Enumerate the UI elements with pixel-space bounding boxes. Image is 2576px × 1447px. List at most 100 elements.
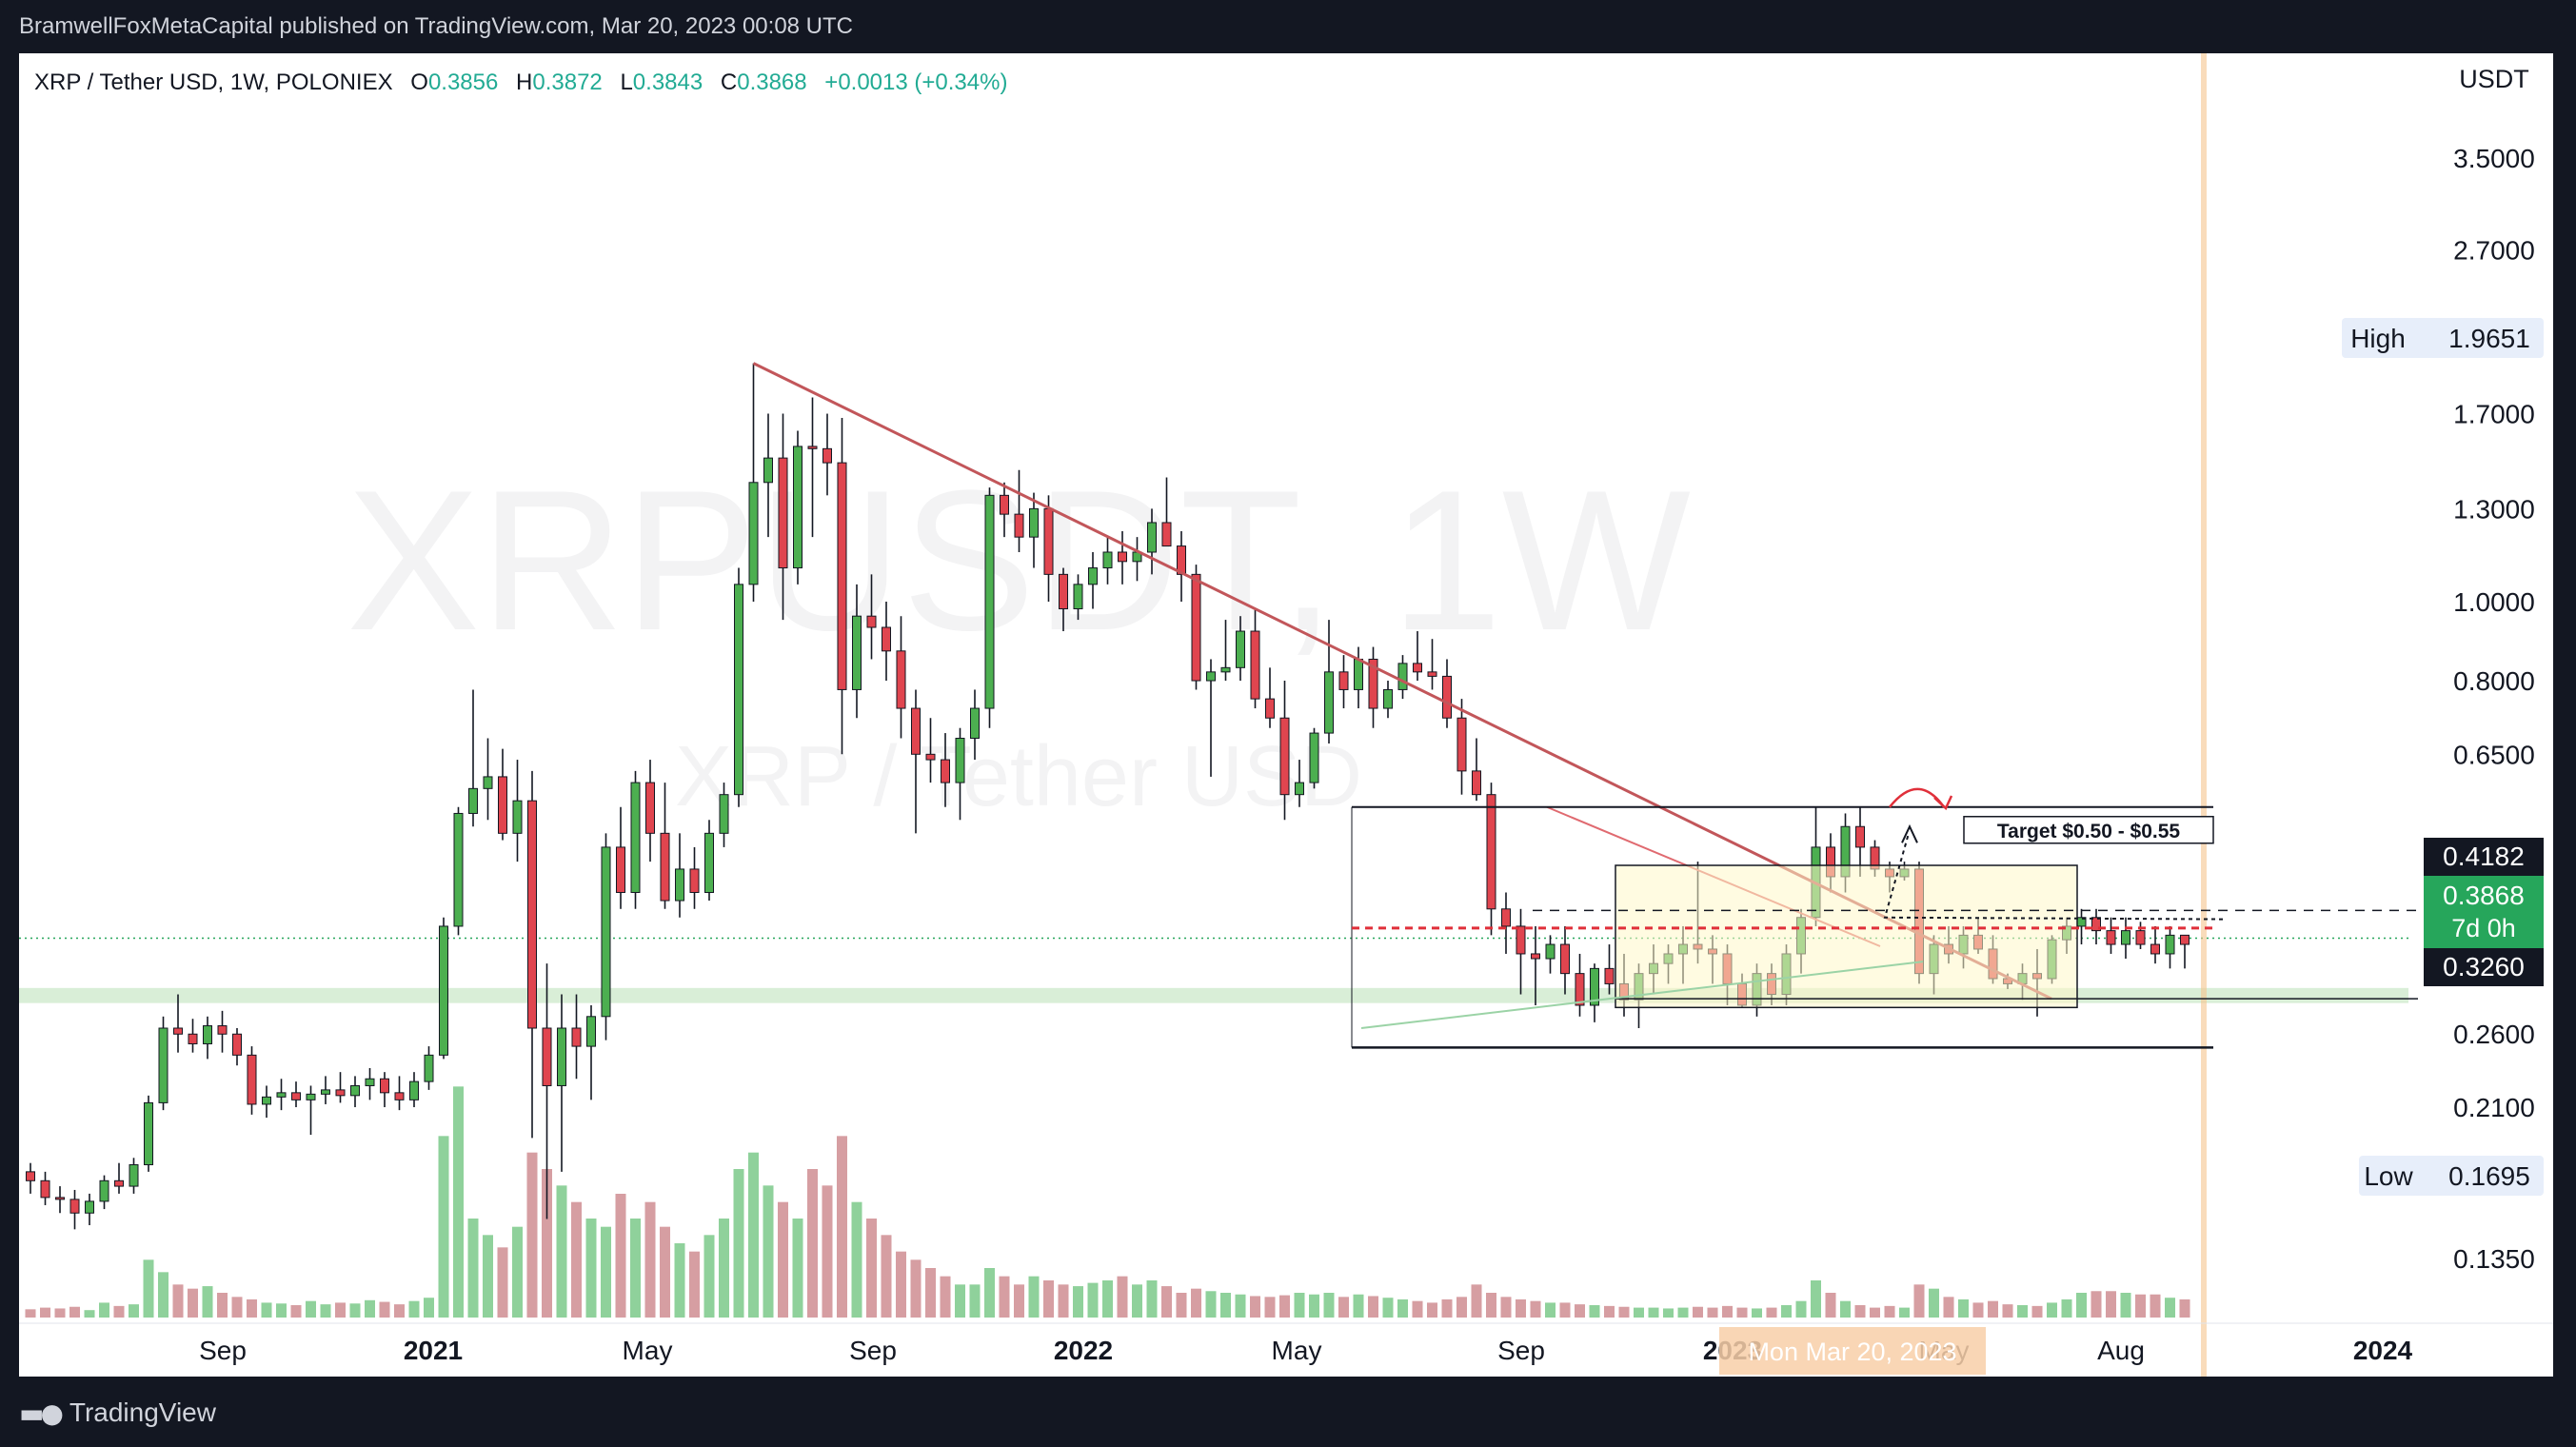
- candle: [99, 1175, 109, 1210]
- legend-symbol: XRP / Tether USD, 1W, POLONIEX: [34, 69, 393, 95]
- candle-body: [26, 1171, 35, 1181]
- price-tick-label: 0.1350: [2453, 1244, 2535, 1274]
- bar-countdown: 7d 0h: [2451, 914, 2516, 942]
- candle-body: [1102, 551, 1113, 569]
- volume-bar: [630, 1219, 641, 1318]
- candles: [26, 363, 2190, 1230]
- volume-bar: [69, 1306, 80, 1318]
- candle-body: [306, 1093, 316, 1100]
- volume-bar: [2150, 1294, 2161, 1318]
- candle-body: [1147, 522, 1157, 553]
- price-chart[interactable]: XRPUSDT, 1W XRP / Tether USD Target $0.5…: [19, 53, 2553, 1377]
- candle: [424, 1046, 434, 1090]
- volume-bar: [335, 1302, 346, 1318]
- volume-bar: [526, 1152, 538, 1318]
- volume-bar: [1766, 1307, 1777, 1318]
- candle: [925, 718, 936, 783]
- time-tick-label: Sep: [1497, 1336, 1545, 1365]
- price-tick-label: 2.7000: [2453, 235, 2535, 265]
- candle: [542, 963, 552, 1219]
- candle-body: [468, 787, 478, 814]
- volume-bar: [1736, 1307, 1748, 1318]
- candle: [675, 833, 684, 918]
- volume-bar: [2002, 1304, 2013, 1318]
- target-annotation: Target $0.50 - $0.55: [1963, 816, 2214, 844]
- volume-bar: [955, 1284, 965, 1318]
- candle-body: [144, 1101, 153, 1166]
- volume-bar: [660, 1226, 670, 1318]
- candle-body: [188, 1033, 198, 1044]
- volume-bar: [925, 1268, 936, 1318]
- candle: [217, 1010, 228, 1053]
- price-labels: High 1.9651 Low 0.1695 0.4182 0.3868 7d …: [2342, 318, 2544, 1196]
- candle-body: [571, 1027, 582, 1047]
- candle: [40, 1171, 50, 1205]
- chart-frame[interactable]: XRPUSDT, 1W XRP / Tether USD Target $0.5…: [19, 53, 2553, 1377]
- volume-bar: [1427, 1302, 1437, 1318]
- volume-bar: [1634, 1307, 1644, 1318]
- candle: [1118, 531, 1127, 585]
- volume-bar: [1618, 1306, 1630, 1318]
- volume-bar: [778, 1201, 788, 1318]
- volume-bar: [40, 1307, 50, 1318]
- volume-bar: [54, 1308, 66, 1318]
- candle-body: [1073, 584, 1083, 610]
- volume-bar: [1693, 1306, 1703, 1318]
- volume-bar: [2076, 1293, 2087, 1318]
- candle: [793, 430, 803, 585]
- candle-body: [1442, 675, 1452, 719]
- volume-bar: [1781, 1305, 1792, 1318]
- candle-body: [1472, 770, 1481, 796]
- volume-bar: [1146, 1280, 1158, 1318]
- candle: [188, 1019, 198, 1053]
- candle-body: [807, 446, 818, 449]
- candle: [1604, 944, 1615, 995]
- volume-bar: [1722, 1305, 1733, 1318]
- candle-body: [1338, 671, 1349, 690]
- candle: [586, 1004, 596, 1100]
- volume-bar: [1028, 1276, 1040, 1318]
- candle-body: [512, 800, 523, 834]
- volume-bar: [129, 1304, 139, 1318]
- candle-body: [394, 1092, 405, 1100]
- candle: [852, 584, 862, 719]
- candle-body: [2121, 930, 2130, 945]
- volume-bar: [999, 1276, 1010, 1318]
- volume-bar: [940, 1276, 951, 1318]
- candle: [2135, 922, 2146, 949]
- candle: [1177, 531, 1186, 602]
- volume-bar: [866, 1219, 877, 1318]
- candle: [616, 806, 625, 909]
- candle: [1073, 574, 1083, 621]
- volume-bar: [1988, 1300, 1998, 1318]
- volume-bar: [703, 1235, 715, 1318]
- legend-layer: XRP / Tether USD, 1W, POLONIEX O0.3856 H…: [34, 69, 1007, 95]
- volume-bar: [1102, 1280, 1113, 1318]
- candle: [409, 1072, 419, 1108]
- candle: [1206, 659, 1216, 777]
- candle: [1161, 477, 1172, 547]
- volume-bar: [571, 1201, 582, 1318]
- candle: [1545, 935, 1556, 974]
- candle-body: [645, 782, 655, 834]
- candle: [689, 846, 700, 909]
- price-tick-label: 0.6500: [2453, 740, 2535, 769]
- volume-bar: [2179, 1298, 2190, 1318]
- volume-bar: [969, 1284, 981, 1318]
- candle-body: [55, 1197, 65, 1200]
- volume-bar: [1929, 1288, 1939, 1318]
- candle: [822, 413, 832, 496]
- time-axis: Sep2021MaySep2022MaySep2023MayAug2024Mon…: [19, 1322, 2553, 1375]
- tradingview-logo[interactable]: ▬● TradingView: [19, 1394, 216, 1432]
- candle: [365, 1067, 375, 1100]
- price-tick-label: 3.5000: [2453, 144, 2535, 173]
- volume-bar: [2017, 1305, 2028, 1318]
- candle-body: [1295, 782, 1304, 796]
- volume-bar: [1707, 1307, 1718, 1318]
- candle: [1250, 608, 1260, 709]
- resistance-price-tag: 0.4182: [2424, 838, 2544, 876]
- candle: [1295, 760, 1304, 807]
- candle-body: [1575, 973, 1585, 1006]
- candle: [1147, 508, 1157, 575]
- candle-body: [114, 1179, 124, 1187]
